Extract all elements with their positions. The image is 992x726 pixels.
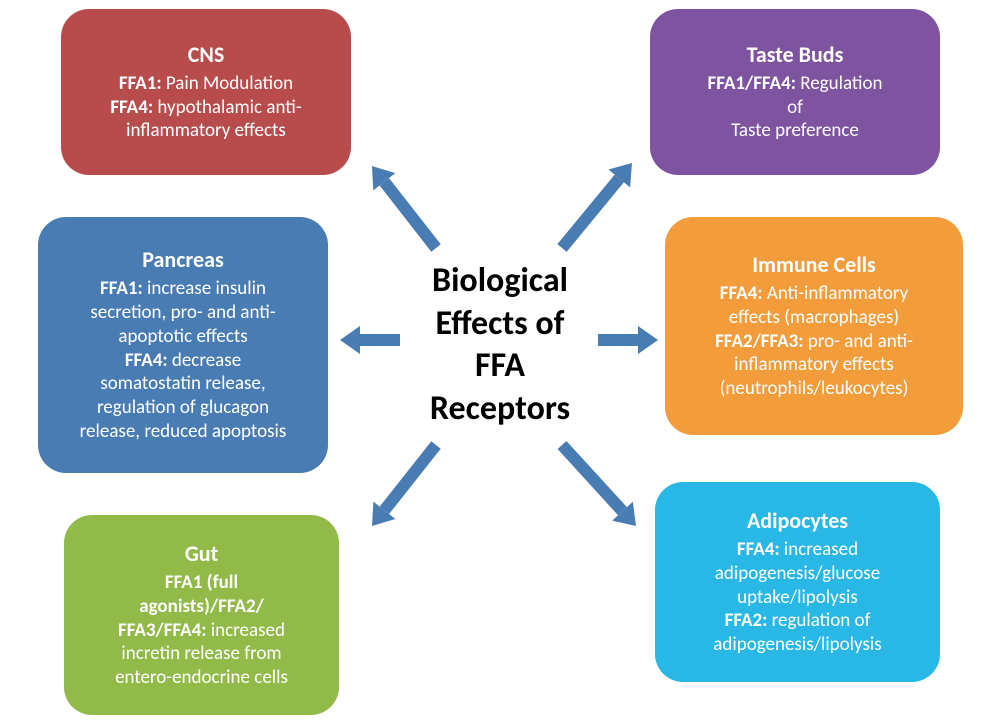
box-body-adipocytes: FFA4: increasedadipogenesis/glucoseuptak… <box>713 538 881 657</box>
box-body-taste-buds: FFA1/FFA4: RegulationofTaste preference <box>708 72 883 143</box>
box-body-cns: FFA1: Pain ModulationFFA4: hypothalamic … <box>110 72 301 143</box>
arrow-line-to-taste-buds <box>562 178 619 248</box>
box-title-taste-buds: Taste Buds <box>747 41 844 68</box>
box-body-gut: FFA1 (fullagonists)/FFA2/FFA3/FFA4: incr… <box>115 571 288 690</box>
box-body-pancreas: FFA1: increase insulinsecretion, pro- an… <box>80 277 287 443</box>
box-title-cns: CNS <box>188 41 225 68</box>
arrow-head-to-immune <box>638 326 658 354</box>
box-immune-cells: Immune Cells FFA4: Anti-inflammatoryeffec… <box>665 217 963 435</box>
arrow-head-to-pancreas <box>340 326 360 354</box>
arrow-head-to-cns <box>372 166 395 190</box>
arrow-line-to-adipocytes <box>562 445 623 511</box>
box-title-immune-cells: Immune Cells <box>752 251 876 278</box>
box-title-adipocytes: Adipocytes <box>747 507 848 534</box>
arrow-head-to-adipocytes <box>612 502 636 526</box>
box-title-gut: Gut <box>185 540 218 567</box>
arrow-head-to-taste-buds <box>608 163 632 187</box>
box-body-immune-cells: FFA4: Anti-inflammatoryeffects (macropha… <box>715 282 913 401</box>
arrow-line-to-cns <box>384 182 436 248</box>
box-title-pancreas: Pancreas <box>142 246 223 273</box>
center-title: BiologicalEffects ofFFAReceptors <box>400 260 600 430</box>
box-cns: CNS FFA1: Pain ModulationFFA4: hypothalam… <box>61 9 351 175</box>
box-adipocytes: Adipocytes FFA4: increasedadipogenesis/gl… <box>655 482 940 682</box>
box-gut: Gut FFA1 (fullagonists)/FFA2/FFA3/FFA4: i… <box>64 515 339 715</box>
arrow-head-to-gut <box>372 502 395 526</box>
arrow-line-to-gut <box>384 445 436 510</box>
box-pancreas: Pancreas FFA1: increase insulinsecretion,… <box>38 217 328 473</box>
box-taste-buds: Taste Buds FFA1/FFA4: RegulationofTaste p… <box>650 9 940 175</box>
